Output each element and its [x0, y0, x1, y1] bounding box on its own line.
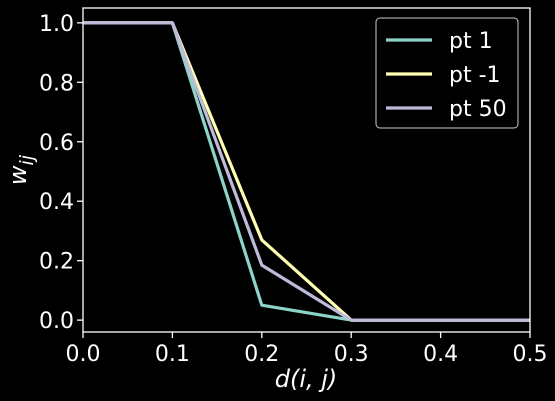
legend-label-1: pt 1: [449, 29, 493, 54]
legend-label-2: pt -1: [449, 63, 501, 88]
x-tick-label: 0.5: [513, 342, 548, 367]
x-tick-label: 0.0: [66, 342, 101, 367]
series-line-3: [83, 21, 530, 322]
y-tick-label: 0.8: [39, 71, 74, 96]
plot-lines: [83, 21, 530, 322]
y-axis-ticks: 0.0 0.2 0.4 0.6 0.8 1.0: [39, 12, 83, 334]
x-tick-label: 0.3: [334, 342, 369, 367]
x-axis-ticks: 0.0 0.1 0.2 0.3 0.4 0.5: [66, 332, 548, 367]
y-tick-label: 0.4: [39, 190, 74, 215]
legend: pt 1 pt -1 pt 50: [375, 17, 519, 129]
legend-label-3: pt 50: [449, 97, 507, 122]
x-tick-label: 0.1: [155, 342, 190, 367]
legend-box: [375, 17, 519, 129]
y-tick-label: 1.0: [39, 12, 74, 37]
y-axis-label-subscript: ij: [16, 154, 38, 165]
y-tick-label: 0.2: [39, 250, 74, 275]
x-tick-label: 0.4: [423, 342, 458, 367]
x-axis-label: d(i, j): [275, 365, 338, 393]
y-axis-label-main: w: [4, 165, 32, 185]
x-tick-label: 0.2: [244, 342, 279, 367]
y-tick-label: 0.0: [39, 309, 74, 334]
y-axis-label: wij: [4, 154, 38, 185]
axes-frame: [82, 7, 531, 333]
y-tick-label: 0.6: [39, 131, 74, 156]
